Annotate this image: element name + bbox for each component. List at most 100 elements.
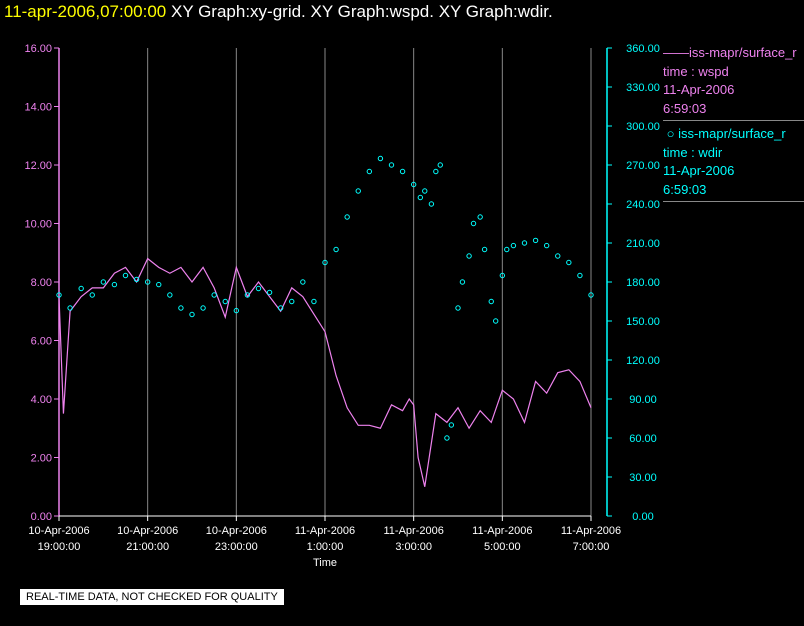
wdir-data-point: [448, 422, 455, 428]
left-tick-label: 10.00: [24, 219, 52, 231]
wdir-data-point: [200, 305, 206, 311]
x-tick-date: 10-Apr-2006: [28, 525, 89, 537]
legend-entry-wdir: ○ iss-mapr/surface_r: [663, 125, 804, 144]
line-sample-icon: ——: [663, 45, 689, 60]
wdir-data-point: [78, 285, 84, 292]
wdir-data-point: [366, 168, 373, 175]
wdir-data-point: [222, 298, 228, 305]
wdir-data-point: [488, 298, 494, 305]
legend-wspd-time: 6:59:03: [663, 100, 707, 116]
left-tick-label: 16.00: [24, 43, 52, 55]
right-tick-label: 300.00: [626, 121, 660, 133]
right-tick-label: 150.00: [626, 316, 660, 328]
legend-wdir-date: 11-Apr-2006: [663, 163, 735, 178]
wdir-data-point: [100, 279, 107, 285]
left-tick-label: 4.00: [31, 394, 52, 406]
wdir-data-point: [266, 289, 273, 296]
wdir-data-point: [89, 292, 95, 298]
wdir-data-point: [133, 276, 140, 283]
right-tick-label: 120.00: [626, 355, 660, 367]
x-tick-time: 5:00:00: [484, 541, 521, 553]
right-tick-label: 240.00: [626, 199, 660, 211]
wdir-data-point: [189, 311, 195, 318]
wdir-data-point: [344, 214, 350, 220]
wdir-data-point: [388, 162, 395, 168]
right-tick-label: 60.00: [629, 433, 657, 445]
wdir-data-point: [417, 194, 424, 201]
x-tick-time: 21:00:00: [126, 541, 169, 553]
wdir-data-point: [504, 246, 510, 253]
right-tick-label: 0.00: [632, 511, 653, 523]
right-tick-label: 210.00: [626, 238, 660, 250]
left-tick-label: 12.00: [24, 160, 52, 172]
x-tick-time: 23:00:00: [215, 541, 258, 553]
left-tick-label: 2.00: [31, 453, 52, 465]
wdir-data-point: [492, 318, 499, 324]
wdir-data-point: [377, 155, 384, 162]
circle-marker-icon: ○: [663, 126, 679, 141]
wdir-data-point: [255, 285, 262, 292]
wdir-data-point: [233, 307, 240, 314]
wdir-data-point: [333, 246, 339, 253]
wdir-data-point: [111, 281, 118, 288]
wdir-data-point: [67, 305, 73, 311]
left-tick-label: 14.00: [24, 102, 52, 114]
wdir-data-point: [56, 292, 62, 298]
x-tick-time: 19:00:00: [38, 541, 81, 553]
wdir-data-point: [144, 279, 151, 285]
x-tick-time: 1:00:00: [307, 541, 344, 553]
wdir-data-point: [277, 305, 284, 311]
wdir-data-point: [521, 240, 528, 246]
x-tick-time: 3:00:00: [395, 541, 432, 553]
wdir-data-point: [300, 279, 306, 285]
wdir-data-point: [588, 292, 594, 298]
wdir-data-point: [499, 272, 506, 279]
wdir-data-point: [322, 259, 328, 266]
x-tick-date: 10-Apr-2006: [206, 525, 267, 537]
x-tick-date: 10-Apr-2006: [117, 525, 178, 537]
x-tick-date: 11-Apr-2006: [561, 525, 621, 537]
quality-disclaimer: REAL-TIME DATA, NOT CHECKED FOR QUALITY: [20, 589, 284, 605]
wdir-data-point: [311, 298, 317, 305]
wdir-data-point: [167, 292, 173, 298]
right-tick-label: 30.00: [629, 472, 657, 484]
x-tick-date: 11-Apr-2006: [383, 525, 443, 537]
x-tick-date: 11-Apr-2006: [295, 525, 355, 537]
wdir-data-point: [437, 162, 443, 168]
wdir-data-point: [444, 435, 450, 441]
right-tick-label: 180.00: [626, 277, 660, 289]
wdir-data-point: [532, 237, 539, 244]
legend-wdir-time: 6:59:03: [663, 181, 707, 197]
wdir-data-point: [156, 281, 162, 288]
wdir-data-point: [428, 201, 435, 207]
legend-divider: [663, 201, 804, 202]
x-tick-time: 7:00:00: [573, 541, 610, 553]
legend-entry-wspd: ——iss-mapr/surface_r: [663, 44, 804, 63]
wdir-data-point: [399, 168, 406, 175]
wdir-data-point: [455, 305, 461, 311]
wdir-data-point: [510, 242, 517, 249]
wdir-data-point: [211, 292, 217, 298]
left-tick-label: 6.00: [31, 336, 52, 348]
title-graphs: XY Graph:xy-grid. XY Graph:wspd. XY Grap…: [166, 2, 553, 21]
wdir-data-point: [481, 246, 488, 253]
legend-wspd-name: iss-mapr/surface_r: [689, 45, 797, 60]
left-tick-label: 0.00: [31, 511, 52, 523]
wspd-series-line: [58, 257, 592, 487]
wdir-data-point: [122, 272, 129, 279]
right-tick-label: 270.00: [626, 160, 660, 172]
legend-wspd-date: 11-Apr-2006: [663, 82, 735, 97]
wdir-data-point: [577, 272, 583, 279]
wdir-data-point: [355, 188, 361, 194]
wdir-data-point: [289, 298, 295, 305]
right-tick-label: 330.00: [626, 82, 660, 94]
wdir-data-point: [470, 220, 477, 227]
legend: ——iss-mapr/surface_r time : wspd 11-Apr-…: [663, 44, 804, 206]
right-tick-label: 360.00: [626, 43, 660, 55]
legend-wdir-var: time : wdir: [663, 144, 723, 160]
wdir-data-point: [566, 259, 572, 266]
window-title: 11-apr-2006,07:00:00 XY Graph:xy-grid. X…: [4, 2, 553, 22]
legend-wdir-name: iss-mapr/surface_r: [678, 126, 786, 141]
x-tick-date: 11-Apr-2006: [472, 525, 532, 537]
